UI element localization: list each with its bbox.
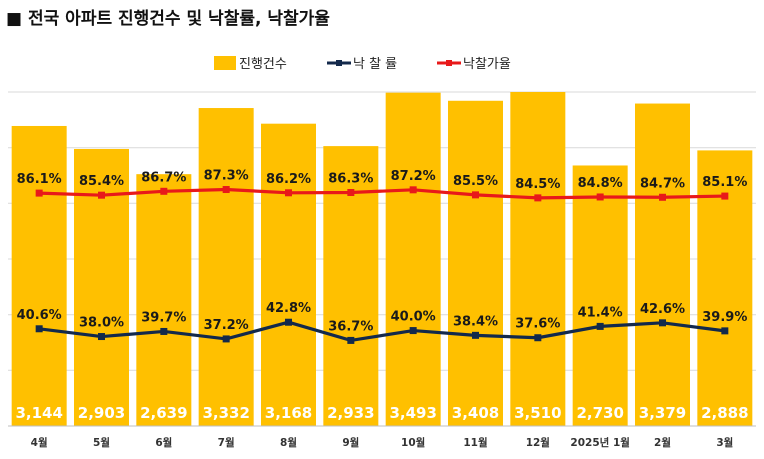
- bar-10: [572, 165, 628, 427]
- x-tick-6: 9월: [342, 436, 359, 449]
- sale-rate-point-3: [160, 327, 168, 335]
- x-tick-9: 12월: [526, 436, 550, 449]
- bar-label-4: 3,332: [202, 404, 249, 422]
- price-rate-label-11: 84.7%: [640, 176, 685, 191]
- price-rate-point-8: [472, 191, 479, 199]
- x-tick-3: 6월: [155, 436, 172, 449]
- sale-rate-label-4: 37.2%: [204, 318, 249, 333]
- sale-rate-point-11: [659, 319, 666, 327]
- x-tick-4: 7월: [218, 436, 235, 449]
- bar-2: [74, 148, 129, 426]
- price-rate-point-1: [35, 189, 43, 197]
- price-rate-point-2: [98, 191, 105, 199]
- x-tick-7: 10월: [401, 436, 425, 449]
- price-rate-point-10: [596, 193, 604, 201]
- price-rate-label-7: 87.2%: [391, 169, 436, 184]
- bar-4: [198, 108, 254, 427]
- sale-rate-point-10: [596, 322, 604, 330]
- legend-label-sale-rate: 낙 찰 률: [353, 57, 397, 72]
- price-rate-label-12: 85.1%: [702, 175, 747, 190]
- bar-label-10: 2,730: [576, 404, 623, 422]
- bar-label-2: 2,903: [78, 404, 125, 422]
- price-rate-point-9: [534, 194, 542, 202]
- legend-label-price-rate: 낙찰가율: [463, 57, 511, 72]
- price-rate-label-3: 86.7%: [141, 170, 186, 185]
- price-rate-label-4: 87.3%: [204, 169, 249, 184]
- sale-rate-point-2: [98, 333, 105, 341]
- bar-label-8: 3,408: [452, 404, 499, 422]
- sale-rate-point-8: [472, 331, 479, 339]
- legend-label-bar: 진행건수: [239, 56, 287, 72]
- bar-label-9: 3,510: [514, 404, 561, 422]
- price-rate-label-5: 86.2%: [266, 172, 311, 187]
- legend: 진행건수 낙 찰 률 낙찰가율: [214, 56, 511, 72]
- x-tick-2: 5월: [93, 436, 110, 449]
- page-title: ■ 전국 아파트 진행건수 및 낙찰률, 낙찰가율: [6, 9, 330, 29]
- bar-7: [385, 92, 441, 426]
- price-rate-point-3: [160, 187, 168, 195]
- bar-6: [323, 146, 379, 426]
- x-tick-11: 2월: [654, 436, 671, 449]
- x-tick-10: 2025년 1월: [570, 436, 630, 449]
- price-rate-point-12: [721, 192, 729, 200]
- sale-rate-label-9: 37.6%: [515, 317, 560, 332]
- sale-rate-label-6: 36.7%: [328, 319, 373, 334]
- legend-marker-sale-rate: [336, 60, 342, 66]
- sale-rate-label-2: 38.0%: [79, 316, 124, 331]
- x-tick-8: 11월: [463, 436, 487, 449]
- price-rate-point-5: [285, 189, 292, 197]
- price-rate-label-1: 86.1%: [17, 172, 62, 187]
- price-rate-label-8: 85.5%: [453, 174, 498, 189]
- sale-rate-label-10: 41.4%: [578, 305, 623, 320]
- sale-rate-point-4: [222, 335, 230, 343]
- sale-rate-point-12: [721, 327, 729, 335]
- sale-rate-label-11: 42.6%: [640, 302, 685, 317]
- x-tick-5: 8월: [280, 436, 297, 449]
- bar-1: [11, 125, 67, 427]
- sale-rate-point-7: [409, 327, 417, 335]
- bar-label-5: 3,168: [265, 404, 312, 422]
- bar-3: [136, 174, 192, 426]
- sale-rate-label-7: 40.0%: [391, 310, 436, 325]
- x-tick-12: 3월: [716, 436, 733, 449]
- bar-label-3: 2,639: [140, 404, 187, 422]
- price-rate-label-10: 84.8%: [578, 176, 623, 191]
- price-rate-point-7: [409, 186, 417, 194]
- sale-rate-point-5: [285, 318, 292, 326]
- bar-8: [448, 100, 503, 427]
- bar-12: [697, 150, 753, 426]
- legend-marker-price-rate: [446, 60, 452, 66]
- bar-label-1: 3,144: [15, 404, 62, 422]
- price-rate-label-6: 86.3%: [328, 171, 373, 186]
- price-rate-point-11: [659, 193, 666, 201]
- sale-rate-point-6: [347, 336, 355, 344]
- bar-label-6: 2,933: [327, 404, 374, 422]
- sale-rate-point-1: [35, 325, 43, 333]
- bar-label-11: 3,379: [639, 404, 686, 422]
- price-rate-point-6: [347, 188, 355, 196]
- x-tick-1: 4월: [31, 436, 48, 449]
- bar-label-7: 3,493: [389, 404, 436, 422]
- sale-rate-label-1: 40.6%: [17, 308, 62, 323]
- sale-rate-point-9: [534, 334, 542, 342]
- bar-5: [261, 123, 316, 427]
- price-rate-label-2: 85.4%: [79, 174, 124, 189]
- price-rate-point-4: [222, 186, 230, 194]
- bar-9: [510, 92, 566, 426]
- sale-rate-label-8: 38.4%: [453, 314, 498, 329]
- bar-11: [635, 103, 690, 426]
- sale-rate-label-5: 42.8%: [266, 301, 311, 316]
- sale-rate-line: [38, 320, 726, 343]
- legend-swatch-bar: [214, 56, 236, 70]
- bar-label-12: 2,888: [701, 404, 748, 422]
- price-rate-line: [39, 187, 725, 200]
- price-rate-label-9: 84.5%: [515, 177, 560, 192]
- sale-rate-label-3: 39.7%: [141, 310, 186, 325]
- sale-rate-label-12: 39.9%: [702, 310, 747, 325]
